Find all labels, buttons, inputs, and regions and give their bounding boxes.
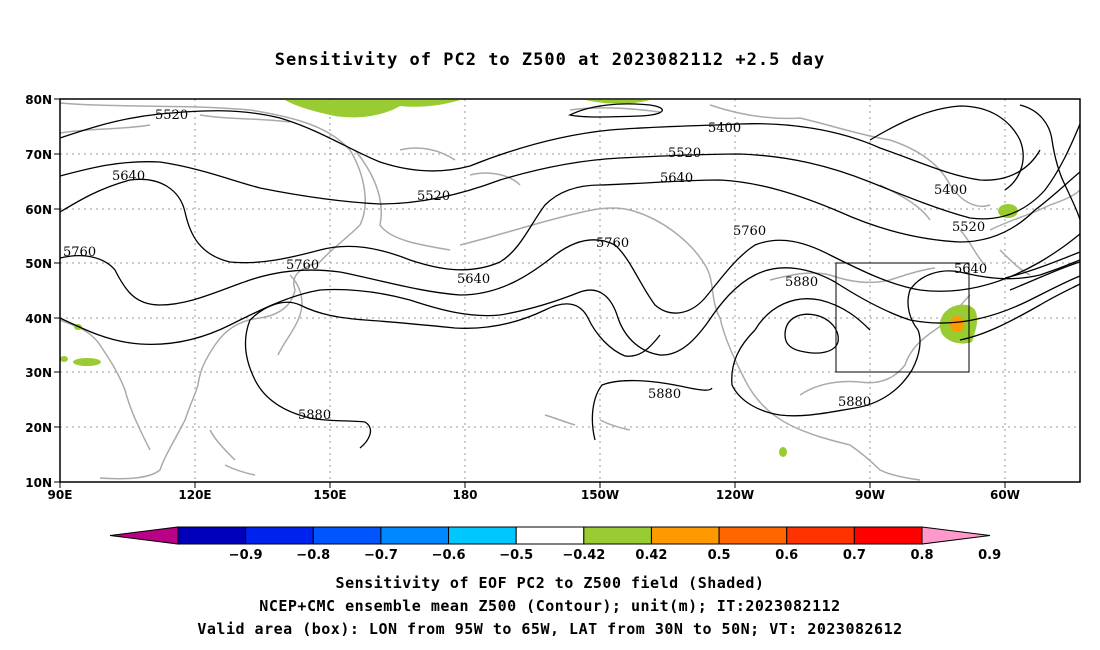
colorbar-end-high: [921, 526, 991, 545]
colorbar-swatch: [380, 526, 450, 545]
contour-label: 5640: [457, 272, 490, 287]
colorbar-label: −0.8: [296, 548, 330, 563]
sensitivity-shading: [60, 100, 1018, 457]
colorbar-swatch: [853, 526, 923, 545]
lat-label: 30N: [25, 366, 52, 380]
lat-label: 80N: [25, 93, 52, 107]
colorbar-label: 0.6: [775, 548, 798, 563]
colorbar-swatch: [312, 526, 382, 545]
lon-label: 180: [452, 488, 477, 502]
contour-label: 5880: [785, 275, 818, 290]
z500-contours: [59, 103, 1081, 449]
map-frame: [59, 98, 1081, 483]
lat-label: 40N: [25, 312, 52, 326]
colorbar-label: −0.6: [432, 548, 466, 563]
colorbar-label: 0.42: [635, 548, 667, 563]
colorbar-swatch: [245, 526, 314, 545]
contour-label: 5760: [286, 258, 319, 273]
colorbar-label: 0.5: [708, 548, 731, 563]
contour-label: 5760: [63, 245, 96, 260]
contour-label: 5640: [112, 169, 145, 184]
colorbar-end-low: [109, 526, 179, 545]
lon-label: 90E: [48, 488, 73, 502]
contour-label: 5400: [708, 121, 741, 136]
lon-label: 150E: [313, 488, 346, 502]
lat-label: 10N: [25, 476, 52, 490]
coastlines: [59, 102, 1081, 481]
lon-axis-labels: 90E 120E 150E 180 150W 120W 90W 60W: [48, 488, 1020, 502]
colorbar-label: −0.5: [499, 548, 533, 563]
colorbar-swatch: [583, 526, 652, 545]
lat-label: 20N: [25, 421, 52, 435]
chart-title: Sensitivity of PC2 to Z500 at 2023082112…: [274, 50, 826, 70]
contour-label: 5760: [733, 224, 766, 239]
lat-axis-labels: 80N 70N 60N 50N 40N 30N 20N 10N: [25, 93, 52, 490]
contour-label: 5520: [668, 146, 701, 161]
colorbar-swatch: [650, 526, 720, 545]
colorbar-label: 0.8: [910, 548, 933, 563]
colorbar-label: −0.9: [229, 548, 263, 563]
lon-label: 60W: [990, 488, 1020, 502]
colorbar-swatch: [448, 526, 517, 545]
contour-label: 5520: [417, 189, 450, 204]
contour-label-group: 5520 5640 5760 5520 5760 5880 5640 5760 …: [63, 108, 987, 423]
lon-label: 150W: [581, 488, 619, 502]
contour-label: 5880: [648, 387, 681, 402]
contour-label: 5400: [934, 183, 967, 198]
lat-label: 60N: [25, 203, 52, 217]
lat-label: 70N: [25, 148, 52, 162]
caption-line-2: NCEP+CMC ensemble mean Z500 (Contour); u…: [259, 597, 841, 615]
contour-label: 5760: [596, 236, 629, 251]
contour-label: 5880: [298, 408, 331, 423]
colorbar-label: 0.7: [843, 548, 866, 563]
lon-label: 90W: [855, 488, 885, 502]
lon-label: 120W: [716, 488, 754, 502]
colorbar-swatch: [786, 526, 855, 545]
caption-line-3: Valid area (box): LON from 95W to 65W, L…: [197, 620, 903, 638]
valid-area-box: [835, 262, 970, 373]
caption-line-1: Sensitivity of EOF PC2 to Z500 field (Sh…: [335, 574, 765, 592]
axis-ticks: [54, 98, 1006, 488]
grid-lines: [60, 99, 1080, 482]
contour-label: 5880: [838, 395, 871, 410]
contour-label: 5640: [660, 171, 693, 186]
colorbar-label: 0.9: [978, 548, 1001, 563]
lon-label: 120E: [178, 488, 211, 502]
lat-label: 50N: [25, 257, 52, 271]
contour-label: 5520: [952, 220, 985, 235]
contour-label: 5640: [954, 262, 987, 277]
colorbar: −0.9 −0.8 −0.7 −0.6 −0.5 −0.42 0.42 0.5 0.6 0.7 0.…: [109, 526, 1001, 563]
colorbar-swatch: [177, 526, 247, 545]
colorbar-label: −0.7: [364, 548, 398, 563]
colorbar-swatch: [718, 526, 788, 545]
contour-label: 5520: [155, 108, 188, 123]
colorbar-swatch: [515, 526, 585, 545]
colorbar-label: −0.42: [562, 548, 605, 563]
